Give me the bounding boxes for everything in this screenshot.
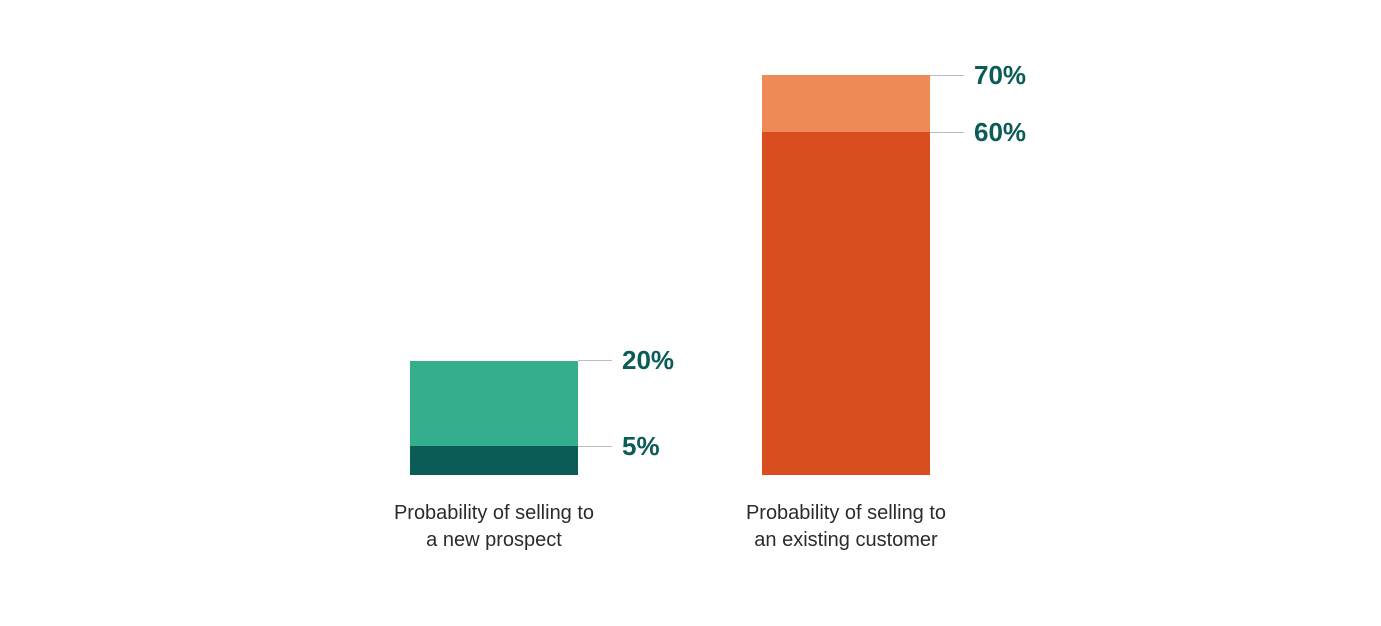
callout-line — [578, 360, 612, 361]
axis-label-line2: a new prospect — [364, 527, 624, 554]
bar-stack-new-prospect — [410, 361, 578, 475]
probability-bar-chart: 5%20%Probability of selling toa new pros… — [0, 0, 1381, 626]
bar-segment-existing-customer-0 — [762, 132, 930, 475]
callout-line — [930, 75, 964, 76]
bar-stack-existing-customer — [762, 75, 930, 475]
callout-label-new-prospect-1: 20% — [622, 345, 674, 376]
bar-segment-existing-customer-1 — [762, 75, 930, 132]
axis-label-line1: Probability of selling to — [716, 500, 976, 527]
callout-line — [578, 446, 612, 447]
callout-label-existing-customer-1: 70% — [974, 60, 1026, 91]
axis-label-line2: an existing customer — [716, 527, 976, 554]
callout-new-prospect-0: 5% — [578, 433, 660, 459]
axis-label-line1: Probability of selling to — [364, 500, 624, 527]
callout-new-prospect-1: 20% — [578, 348, 674, 374]
axis-label-new-prospect: Probability of selling toa new prospect — [364, 500, 624, 554]
callout-line — [930, 132, 964, 133]
bar-segment-new-prospect-0 — [410, 446, 578, 475]
axis-label-existing-customer: Probability of selling toan existing cus… — [716, 500, 976, 554]
bar-segment-new-prospect-1 — [410, 361, 578, 447]
callout-label-existing-customer-0: 60% — [974, 117, 1026, 148]
callout-label-new-prospect-0: 5% — [622, 431, 660, 462]
callout-existing-customer-1: 70% — [930, 62, 1026, 88]
callout-existing-customer-0: 60% — [930, 119, 1026, 145]
